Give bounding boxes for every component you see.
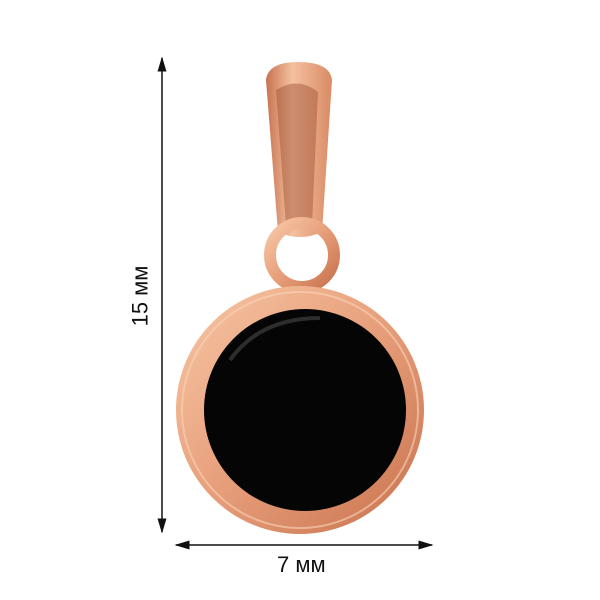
black-enamel-insert [204,309,406,511]
width-label: 7 мм [277,552,326,577]
height-label: 15 мм [127,265,153,327]
pendant-bail [266,62,332,237]
